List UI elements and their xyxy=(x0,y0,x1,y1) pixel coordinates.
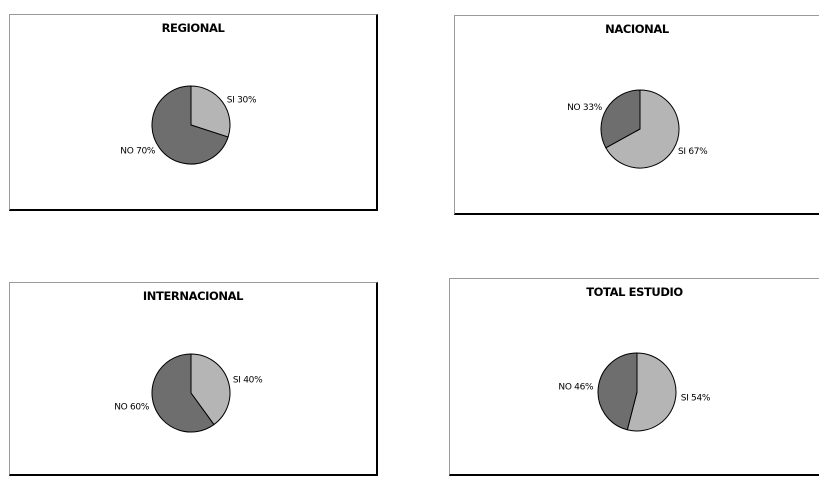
pie-slice-label: NO 70% xyxy=(120,146,156,156)
pie-slice-si xyxy=(190,353,231,426)
chart-panel-nacional: NACIONAL SI 67% NO 33% xyxy=(454,15,819,215)
pie-slice-label: NO 60% xyxy=(114,402,150,412)
chart-panel-total-estudio: TOTAL ESTUDIO SI 54% NO 46% xyxy=(449,278,819,476)
chart-panel-regional: REGIONAL SI 30% NO 70% xyxy=(9,14,378,211)
pie-slice-label: SI 30% xyxy=(227,96,257,106)
pie-slice-label: SI 40% xyxy=(233,376,263,386)
pie-chart-regional: SI 30% NO 70% xyxy=(120,85,257,165)
pie-slice-label: SI 67% xyxy=(678,147,708,157)
pie-chart-total-estudio: SI 54% NO 46% xyxy=(558,352,711,432)
pie-slice-label: SI 54% xyxy=(681,393,711,403)
pie-slice-no xyxy=(151,353,215,433)
chart-title: NACIONAL xyxy=(605,22,669,36)
chart-title: TOTAL ESTUDIO xyxy=(586,285,683,299)
pie-chart-nacional: SI 67% NO 33% xyxy=(567,89,708,169)
chart-title: INTERNACIONAL xyxy=(142,289,244,303)
pie-slice-si xyxy=(605,89,680,169)
pie-slice-si xyxy=(626,352,677,432)
pie-slice-no xyxy=(600,89,641,149)
pie-slice-no xyxy=(597,352,638,431)
pie-slice-si xyxy=(190,85,231,138)
pie-slice-label: NO 33% xyxy=(567,103,603,113)
chart-title: REGIONAL xyxy=(161,21,225,35)
pie-chart-internacional: SI 40% NO 60% xyxy=(114,353,263,433)
pie-slice-label: NO 46% xyxy=(558,383,594,393)
chart-panel-internacional: INTERNACIONAL SI 40% NO 60% xyxy=(9,282,378,476)
pie-slice-no xyxy=(151,85,229,165)
